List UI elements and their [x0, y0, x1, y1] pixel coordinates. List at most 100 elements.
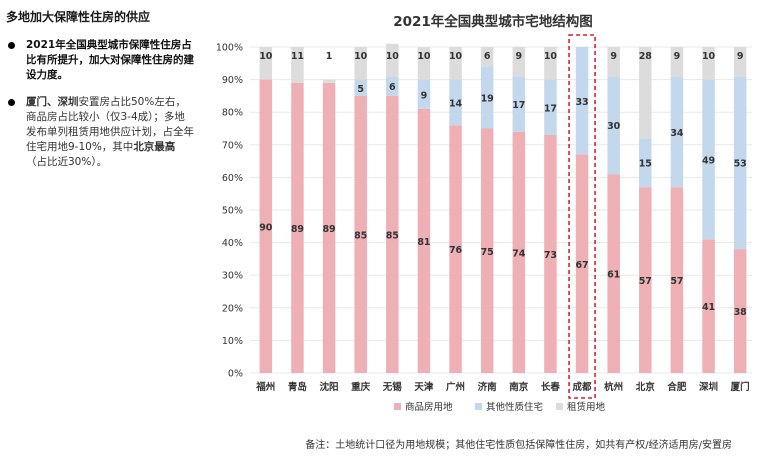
- y-tick-label: 100%: [216, 43, 243, 54]
- bar-segment: [417, 79, 431, 109]
- bar-segment: [417, 108, 431, 373]
- data-label: 57: [639, 276, 652, 287]
- x-tick-label: 长春: [541, 381, 561, 393]
- y-tick-label: 0%: [228, 369, 243, 380]
- x-tick-label: 广州: [446, 381, 465, 393]
- bar-segment: [575, 47, 589, 155]
- data-label: 10: [354, 51, 368, 62]
- data-label: 6: [389, 82, 396, 93]
- bar-segment: [449, 125, 462, 374]
- bullet-2-part-3: 北京最高: [133, 141, 176, 153]
- data-label: 9: [421, 90, 428, 101]
- legend-label: 租赁用地: [567, 401, 606, 413]
- data-label: 49: [702, 155, 715, 166]
- bar-segment: [544, 79, 557, 136]
- bullet-2-part-1: 厦门、深圳: [26, 96, 79, 108]
- data-label: 73: [544, 250, 557, 261]
- data-label: 10: [702, 51, 716, 62]
- x-tick-label: 济南: [478, 381, 498, 393]
- data-label: 14: [449, 98, 463, 109]
- y-tick-label: 10%: [222, 336, 243, 347]
- data-label: 34: [670, 128, 684, 139]
- data-label: 5: [357, 84, 364, 95]
- bar-segment: [639, 138, 652, 188]
- bar-segment: [702, 79, 715, 240]
- data-label: 17: [512, 100, 525, 111]
- data-label: 90: [259, 222, 273, 233]
- x-tick-label: 青岛: [288, 381, 307, 393]
- bar-segment: [354, 47, 367, 80]
- data-label: 85: [386, 230, 399, 241]
- data-label: 30: [607, 121, 621, 132]
- data-label: 53: [734, 159, 747, 170]
- y-tick-label: 40%: [222, 238, 243, 249]
- bar-segment: [702, 47, 715, 80]
- y-tick-label: 20%: [222, 303, 243, 314]
- data-label: 11: [291, 51, 304, 62]
- bar-segment: [449, 47, 462, 80]
- bar-segment: [354, 95, 367, 374]
- data-label: 9: [516, 51, 523, 62]
- bar-segment: [512, 47, 526, 77]
- bar-segment: [639, 47, 652, 139]
- bar-segment: [607, 174, 620, 373]
- highlight-box: [568, 34, 596, 399]
- bar-segment: [544, 135, 557, 373]
- data-label: 10: [259, 51, 273, 62]
- bar-segment: [544, 47, 557, 80]
- y-tick-label: 50%: [222, 206, 243, 217]
- bar-segment: [733, 249, 747, 373]
- data-label: 57: [670, 276, 683, 287]
- bar-segment: [607, 47, 620, 77]
- footnote: 备注：土地统计口径为用地规模；其他住宅性质包括保障性住房，如共有产权/经济适用房…: [305, 440, 732, 451]
- data-label: 6: [484, 51, 491, 62]
- x-tick-label: 北京: [636, 381, 656, 393]
- data-label: 74: [512, 248, 526, 259]
- bar-segment: [670, 76, 684, 188]
- data-label: 10: [417, 51, 431, 62]
- bar-segment: [512, 131, 526, 373]
- y-tick-label: 70%: [222, 140, 243, 151]
- bar-segment: [670, 47, 684, 77]
- y-tick-label: 80%: [222, 108, 243, 119]
- data-label: 41: [702, 302, 715, 313]
- data-label: 75: [481, 247, 494, 258]
- bar-segment: [354, 79, 367, 96]
- data-label: 10: [449, 51, 463, 62]
- bullet-dot-icon: [8, 42, 15, 49]
- bar-segment: [480, 66, 494, 129]
- y-tick-label: 90%: [222, 75, 243, 86]
- data-label: 85: [354, 230, 367, 241]
- bullet-2-part-4: （占比近30%）。: [26, 156, 108, 168]
- bullet-dot-icon: [8, 99, 15, 106]
- x-tick-label: 厦门: [731, 381, 750, 393]
- data-label: 17: [544, 103, 557, 114]
- data-label: 81: [417, 237, 430, 248]
- bar-segment: [291, 82, 304, 374]
- bar-segment: [291, 47, 304, 83]
- x-tick-label: 合肥: [667, 381, 687, 393]
- bar-segment: [670, 187, 684, 373]
- data-label: 19: [481, 94, 494, 105]
- data-label: 10: [386, 51, 400, 62]
- bar-segment: [702, 239, 715, 373]
- bullet-item-1: 2021年全国典型城市保障性住房占比有所提升，加大对保障性住房的建设力度。: [6, 38, 194, 83]
- bar-segment: [386, 43, 399, 77]
- y-tick-label: 30%: [222, 271, 243, 282]
- bar-segment: [639, 187, 652, 373]
- bar-segment: [733, 76, 747, 250]
- bar-segment: [512, 76, 526, 132]
- data-label: 9: [674, 51, 681, 62]
- y-tick-label: 60%: [222, 173, 243, 184]
- bar-segment: [259, 79, 273, 373]
- bar-segment: [386, 76, 399, 96]
- bar-segment: [733, 47, 747, 77]
- bar-segment: [480, 47, 494, 67]
- bar-segment: [480, 128, 494, 373]
- page-title: 多地加大保障性住房的供应: [6, 10, 151, 24]
- legend-swatch: [556, 403, 563, 410]
- data-label: 15: [639, 159, 652, 170]
- bar-segment: [449, 79, 462, 126]
- bullet-2-part-2: 安置房占比50%左右，商品房占比较小（仅3-4成）；多地发布单列租赁用地供应计划…: [26, 96, 194, 153]
